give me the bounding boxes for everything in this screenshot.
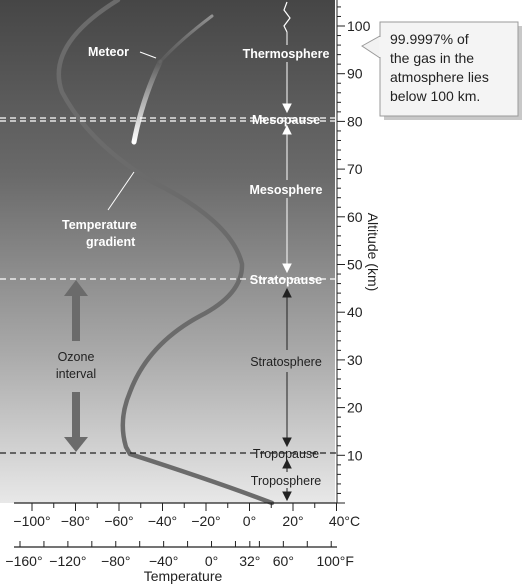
altitude-tick-label: 20 [347, 400, 363, 416]
celsius-tick-label: 0° [243, 513, 256, 529]
altitude-tick-label: 10 [347, 447, 363, 463]
temperature-curve [56, 0, 275, 506]
meteor-label: Meteor [88, 45, 129, 59]
altitude-tick-label: 80 [347, 113, 363, 129]
callout-line2: the gas in the [390, 50, 474, 66]
callout-line3: atmosphere lies [390, 69, 489, 85]
fahrenheit-tick-label: 60° [273, 553, 294, 569]
fahrenheit-tick-label: −160° [5, 553, 42, 569]
fahrenheit-ticks: −160° −120° −80° −40° 0° 32° 60° 100°F [5, 541, 354, 569]
fahrenheit-tick-label: −80° [101, 553, 130, 569]
layer-extent-arrows [282, 1, 292, 274]
callout-line1: 99.9997% of [390, 31, 469, 47]
gas-callout: 99.9997% of the gas in the atmosphere li… [361, 21, 522, 120]
celsius-tick-label: −40° [148, 513, 177, 529]
fahrenheit-tick-label: −120° [49, 553, 86, 569]
mesopause-boundary [0, 117, 337, 122]
troposphere-label: Troposphere [251, 474, 321, 488]
lower-extent-arrows [282, 287, 292, 502]
meteor-faint-trail [158, 14, 214, 64]
tropopause-label: Tropopause [253, 447, 319, 461]
mesosphere-label: Mesosphere [250, 183, 323, 197]
celsius-tick-label: −60° [104, 513, 133, 529]
ozone-label-line2: interval [56, 367, 96, 381]
callout-line4: below 100 km. [390, 88, 480, 104]
altitude-tick-label: 50 [347, 257, 363, 273]
meteor-leader [139, 51, 157, 59]
altitude-tick-label: 30 [347, 352, 363, 368]
celsius-tick-label: 40°C [329, 513, 360, 529]
altitude-tick-label: 40 [347, 304, 363, 320]
meteor-streak [131, 59, 163, 145]
ozone-interval-arrow [64, 280, 88, 452]
altitude-tick-label: 60 [347, 209, 363, 225]
altitude-ticks: 10 20 30 40 50 60 70 80 90 100 [337, 6, 371, 504]
altitude-tick-label: 90 [347, 66, 363, 82]
altitude-tick-label: 70 [347, 161, 363, 177]
celsius-tick-label: −100° [13, 513, 50, 529]
temperature-axis-label: Temperature [144, 568, 223, 584]
fahrenheit-tick-label: 100°F [316, 553, 354, 569]
fahrenheit-tick-label: 32° [239, 553, 260, 569]
stratosphere-label: Stratosphere [250, 355, 322, 369]
celsius-tick-label: −80° [61, 513, 90, 529]
thermosphere-label: Thermosphere [243, 47, 330, 61]
fahrenheit-tick-label: 0° [205, 553, 218, 569]
celsius-tick-label: −20° [191, 513, 220, 529]
celsius-tick-label: 20° [282, 513, 303, 529]
stratopause-label: Stratopause [250, 273, 322, 287]
altitude-tick-label: 100 [347, 18, 371, 34]
gradient-label-line1: Temperature [62, 218, 137, 232]
gradient-leader [107, 171, 135, 211]
atmosphere-panel [0, 0, 335, 503]
ozone-label-line1: Ozone [58, 350, 95, 364]
altitude-axis-label: Altitude (km) [365, 213, 381, 292]
gradient-label-line2: gradient [86, 235, 136, 249]
fahrenheit-tick-label: −40° [149, 553, 178, 569]
mesopause-label: Mesopause [252, 113, 320, 127]
celsius-ticks: −100° −80° −60° −40° −20° 0° 20° 40°C [13, 503, 360, 529]
